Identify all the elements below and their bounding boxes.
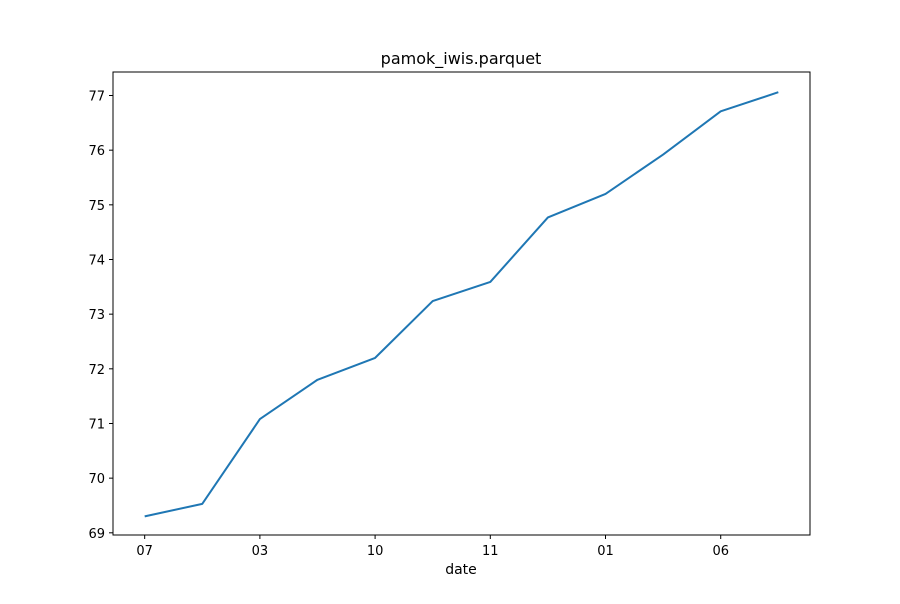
plot-lines — [143, 91, 779, 518]
data-point — [662, 153, 664, 155]
y-tick-label: 72 — [88, 363, 105, 378]
data-point — [259, 418, 261, 420]
y-tick-label: 77 — [88, 90, 105, 105]
data-point — [316, 379, 318, 381]
y-tick-label: 70 — [88, 472, 105, 487]
x-tick-label: 01 — [597, 544, 614, 559]
data-point — [604, 193, 606, 195]
y-tick-label: 71 — [88, 417, 105, 432]
y-axis: 69 70 71 72 73 74 75 76 77 — [88, 90, 113, 542]
series-line — [144, 91, 779, 518]
data-point — [432, 300, 434, 302]
chart-title: pamok_iwis.parquet — [381, 49, 542, 69]
y-tick-label: 69 — [88, 527, 105, 542]
data-point — [143, 515, 145, 517]
y-tick-label: 76 — [88, 144, 105, 159]
x-tick-label: 06 — [712, 544, 729, 559]
plot-area-frame — [112, 71, 811, 536]
data-point — [777, 91, 779, 93]
x-tick-label: 11 — [482, 544, 499, 559]
x-axis-label: date — [445, 562, 477, 578]
x-tick-label: 07 — [136, 544, 153, 559]
y-tick-label: 75 — [88, 199, 105, 214]
y-tick-label: 74 — [88, 253, 105, 268]
data-point — [547, 216, 549, 218]
x-tick-label: 10 — [367, 544, 384, 559]
data-point — [201, 503, 203, 505]
y-tick-label: 73 — [88, 308, 105, 323]
x-axis: 07 03 10 11 01 06 — [136, 535, 729, 559]
data-point — [489, 281, 491, 283]
x-tick-label: 03 — [252, 544, 269, 559]
data-point — [374, 357, 376, 359]
data-point — [720, 110, 722, 112]
